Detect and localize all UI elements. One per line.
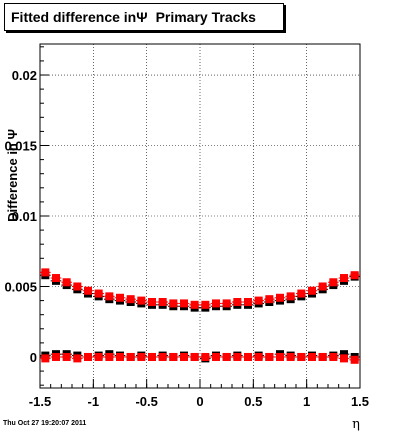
x-tick-label: 0 (196, 394, 203, 409)
data-point (222, 299, 231, 308)
data-point (158, 352, 167, 361)
x-tick-label: 0.5 (244, 394, 262, 409)
x-tick-label: 1.5 (351, 394, 369, 409)
x-tick-label: 1 (303, 394, 310, 409)
series-group (40, 268, 360, 309)
x-axis-label: η (352, 417, 360, 432)
x-tick-label: -1.5 (29, 394, 51, 409)
data-point (233, 298, 242, 306)
data-point (201, 352, 210, 361)
data-point (340, 354, 348, 363)
data-point (244, 352, 252, 361)
y-tick-label: 0.01 (12, 209, 37, 224)
data-point (350, 271, 359, 280)
data-point (94, 352, 103, 361)
data-point (41, 268, 50, 277)
chart-subtitle: Primary Tracks (155, 9, 256, 25)
data-point (62, 352, 71, 361)
chart-title: Fitted difference inΨ (11, 9, 148, 25)
data-point (105, 292, 114, 301)
x-tick-label: -1 (88, 394, 100, 409)
data-point (329, 278, 338, 287)
x-tick-label: -0.5 (135, 394, 157, 409)
data-point (105, 352, 114, 361)
data-point (340, 350, 348, 359)
data-point (276, 293, 284, 302)
data-point (297, 289, 306, 298)
data-point (244, 298, 252, 306)
data-point (340, 274, 348, 283)
label-layer: -1.5 -1 -0.5 0 0.5 1 1.5 0 0.005 0.01 0.015 0.02 (4, 68, 369, 409)
data-point (148, 352, 156, 361)
data-point (297, 352, 306, 361)
data-point (190, 300, 199, 309)
data-point (180, 299, 188, 308)
data-point (212, 299, 220, 308)
data-point (84, 286, 92, 295)
data-point (52, 352, 60, 361)
data-point (201, 300, 210, 309)
data-point (212, 352, 220, 361)
y-tick-label: 0.005 (4, 279, 37, 294)
data-point (308, 352, 316, 361)
data-point (180, 352, 188, 361)
data-point (190, 352, 199, 361)
data-point (254, 296, 263, 305)
data-point (318, 282, 327, 291)
data-point (286, 292, 295, 301)
data-point (84, 352, 92, 361)
y-tick-label: 0 (30, 350, 37, 365)
data-point (254, 352, 263, 361)
footer-timestamp: Thu Oct 27 19:20:07 2011 (3, 420, 87, 427)
data-point (169, 299, 178, 308)
data-point (169, 352, 178, 361)
data-point (62, 278, 71, 287)
data-point (286, 352, 295, 361)
series-layer (40, 268, 360, 364)
data-point (94, 289, 103, 298)
tick-layer (39, 46, 361, 388)
y-axis-label: Difference in Ψ (5, 129, 20, 222)
data-point (137, 296, 146, 305)
data-point (276, 352, 284, 361)
data-point (329, 352, 338, 361)
data-point (126, 295, 135, 304)
data-point (126, 352, 135, 361)
y-tick-label: 0.015 (4, 139, 37, 154)
data-point (148, 298, 156, 306)
data-point (318, 352, 327, 361)
data-point (265, 295, 274, 304)
data-point (222, 352, 231, 361)
data-point (116, 352, 124, 361)
data-point (350, 355, 359, 364)
data-point (73, 354, 82, 363)
data-point (116, 293, 124, 302)
data-point (158, 298, 167, 306)
data-point (308, 286, 316, 295)
chart-title-box: Fitted difference inΨ Primary Tracks (4, 3, 284, 31)
series-group (40, 352, 360, 364)
data-point (73, 282, 82, 291)
data-point (265, 352, 274, 361)
data-point (41, 354, 50, 363)
data-point (52, 274, 60, 283)
data-point (137, 352, 146, 361)
data-point (233, 352, 242, 361)
y-tick-label: 0.02 (12, 68, 37, 83)
